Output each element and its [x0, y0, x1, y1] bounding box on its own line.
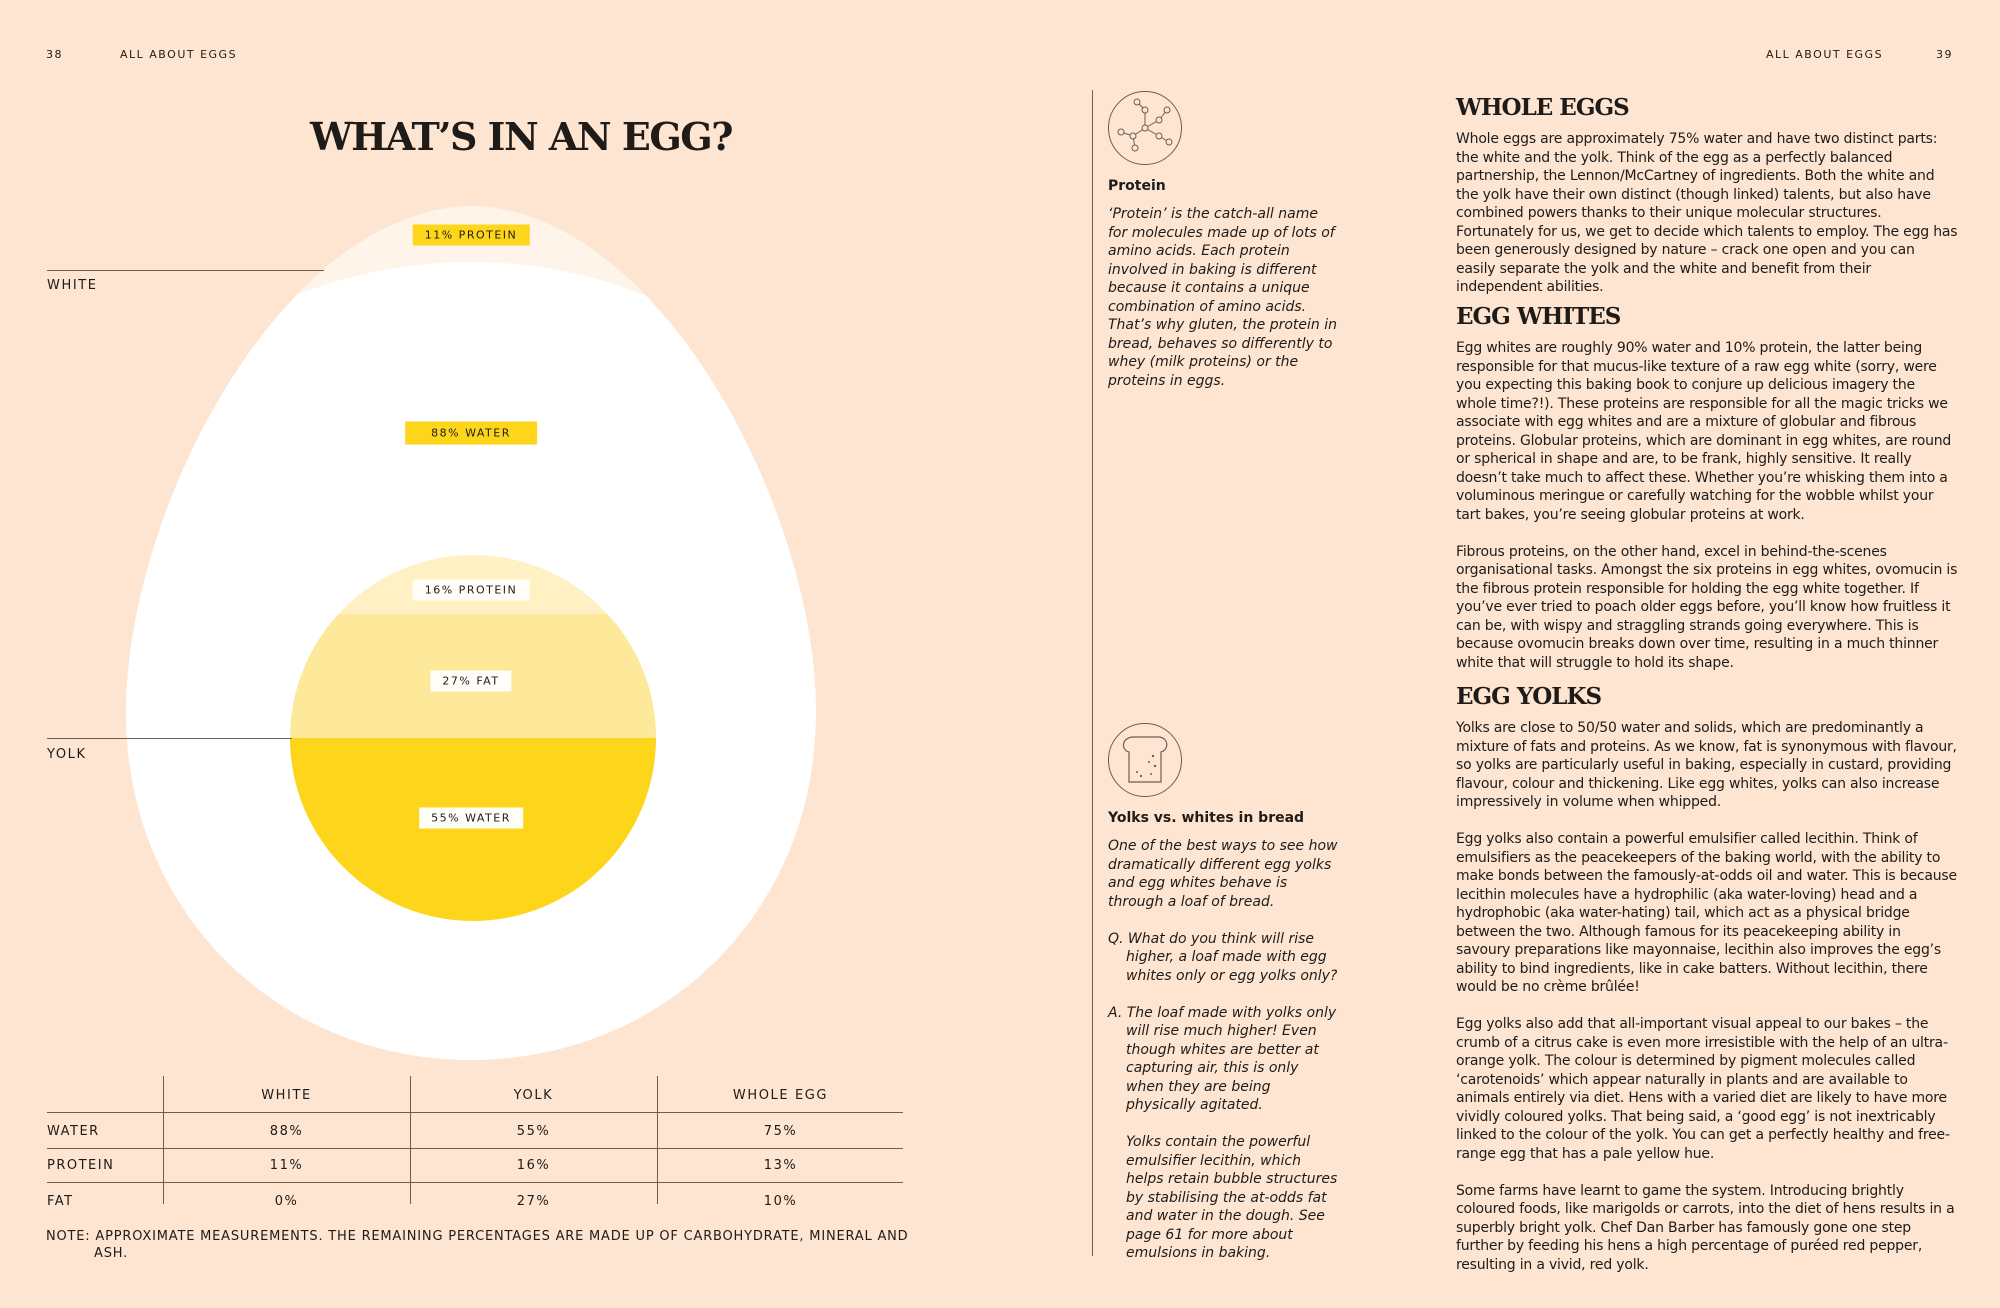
egg-whites-body: Egg whites are roughly 90% water and 10%… — [1456, 339, 1958, 691]
yolk-label: YOLK — [47, 747, 87, 762]
bread-intro: One of the best ways to see how dramatic… — [1108, 838, 1338, 910]
white-protein-band — [126, 206, 816, 520]
body-paragraph: Egg yolks also contain a powerful emulsi… — [1456, 831, 1957, 995]
table-cell: 88% — [269, 1124, 304, 1139]
egg-diagram — [126, 206, 816, 1060]
table-cell: 11% — [269, 1158, 304, 1173]
protein-text: ‘Protein’ is the catch-all name for mole… — [1108, 206, 1337, 389]
bread-heading: Yolks vs. whites in bread — [1108, 810, 1305, 826]
yolk-water-chip: 55% WATER — [419, 807, 523, 829]
table-cell: 13% — [763, 1158, 798, 1173]
molecule-icon — [1108, 91, 1182, 165]
table-cell: 16% — [516, 1158, 551, 1173]
egg-whites-heading: EGG WHITES — [1456, 303, 1621, 330]
egg-yolks-heading: EGG YOLKS — [1456, 683, 1602, 710]
left-page-number: 38 — [46, 48, 63, 61]
white-protein-chip: 11% PROTEIN — [412, 224, 530, 246]
right-running-head: ALL ABOUT EGGS — [1766, 48, 1884, 61]
white-leader-line — [47, 270, 324, 271]
table-cell: 55% — [516, 1124, 551, 1139]
yolk-protein-chip: 16% PROTEIN — [412, 579, 530, 601]
body-paragraph: Some farms have learnt to game the syste… — [1456, 1182, 1955, 1273]
bread-text: One of the best ways to see how dramatic… — [1108, 837, 1340, 1281]
left-running-head: ALL ABOUT EGGS — [120, 48, 238, 61]
bread-slice-icon — [1108, 723, 1182, 797]
body-paragraph: Whole eggs are approximately 75% water a… — [1456, 131, 1958, 295]
bread-followup: Yolks contain the powerful emulsifier le… — [1126, 1134, 1338, 1261]
table-note: NOTE: APPROXIMATE MEASUREMENTS. THE REMA… — [46, 1229, 909, 1261]
bread-question: Q. What do you think will rise higher, a… — [1108, 930, 1338, 984]
whole-eggs-body: Whole eggs are approximately 75% water a… — [1456, 130, 1958, 315]
body-paragraph: Yolks are close to 50/50 water and solid… — [1456, 720, 1957, 810]
body-paragraph: Egg yolks also add that all-important vi… — [1456, 1016, 1950, 1162]
table-cell: 27% — [516, 1194, 551, 1209]
table-cell: 0% — [274, 1194, 299, 1209]
table-header-whole-egg: WHOLE EGG — [732, 1088, 829, 1103]
sidebar-divider — [1092, 90, 1093, 1256]
table-row-label: PROTEIN — [47, 1158, 115, 1173]
body-paragraph: Egg whites are roughly 90% water and 10%… — [1456, 340, 1952, 523]
page-title: WHAT’S IN AN EGG? — [310, 114, 733, 159]
white-label: WHITE — [47, 278, 98, 293]
whole-eggs-heading: WHOLE EGGS — [1456, 94, 1630, 121]
table-row-label: FAT — [47, 1194, 74, 1209]
yolk-fat-chip: 27% FAT — [430, 670, 512, 692]
protein-heading: Protein — [1108, 178, 1166, 194]
table-cell: 75% — [763, 1124, 798, 1139]
right-page-number: 39 — [1936, 48, 1953, 61]
bread-answer: A. The loaf made with yolks only will ri… — [1108, 1004, 1337, 1114]
white-water-chip: 88% WATER — [405, 421, 537, 445]
table-cell: 10% — [763, 1194, 798, 1209]
table-row-label: WATER — [47, 1124, 100, 1139]
egg-yolks-body: Yolks are close to 50/50 water and solid… — [1456, 719, 1958, 1293]
yolk-leader-line — [47, 738, 292, 739]
table-header-white: WHITE — [261, 1088, 312, 1103]
table-header-yolk: YOLK — [513, 1088, 554, 1103]
body-paragraph: Fibrous proteins, on the other hand, exc… — [1456, 543, 1958, 671]
